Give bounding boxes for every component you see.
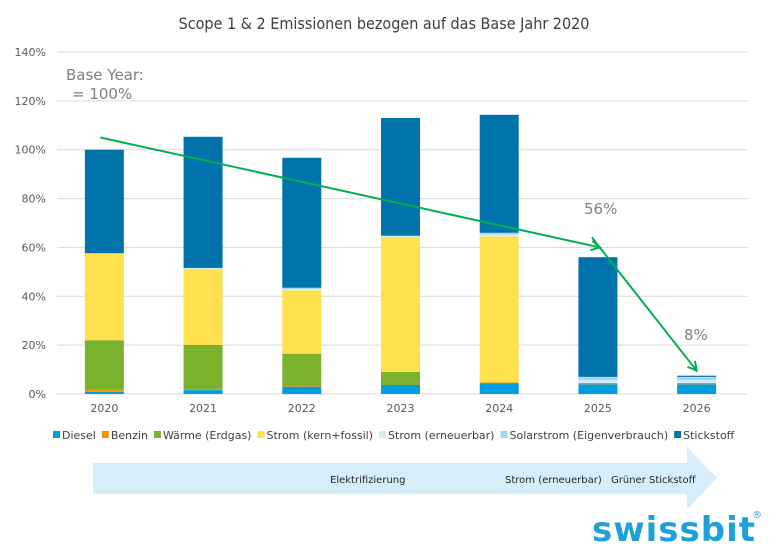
bar-segment-diesel-2022 <box>282 386 322 394</box>
bar-segment-strom-kern-fossil--2022 <box>282 290 322 354</box>
bar-segment-benzin-2024 <box>479 382 519 384</box>
chart-title: Scope 1 & 2 Emissionen bezogen auf das B… <box>179 14 590 33</box>
y-axis-ticks: 0% 20% 40% 60% 80% 100% 120% 140% <box>15 46 46 401</box>
bar-segment-diesel-2020 <box>84 391 124 394</box>
bar-segment-strom-erneuerbar--2025 <box>578 380 618 384</box>
base-year-annotation-line1: Base Year: <box>66 66 144 84</box>
bar-segment-stickstoff-2022 <box>282 157 322 288</box>
bar-segment-solarstrom-eigenverbrauch--2022 <box>282 287 322 289</box>
annotation-2026: 8% <box>684 326 708 344</box>
legend-swatch <box>500 431 508 438</box>
swissbit-logo: swissbit <box>592 510 756 550</box>
bar-segment-strom-erneuerbar--2024 <box>479 234 519 237</box>
x-tick-label: 2025 <box>584 402 612 415</box>
x-tick-label: 2026 <box>683 402 711 415</box>
y-tick-label: 0% <box>29 388 46 401</box>
bar-segment-diesel-2025 <box>578 384 618 394</box>
bar-segment-strom-kern-fossil--2020 <box>84 253 124 341</box>
legend-label: Strom (kern+fossil) <box>266 429 373 442</box>
legend-swatch <box>101 431 109 438</box>
x-tick-label: 2021 <box>189 402 217 415</box>
legend-label: Solarstrom (Eigenverbrauch) <box>509 429 668 442</box>
bar-segment-stickstoff-2023 <box>381 117 420 236</box>
bar-segment-solarstrom-eigenverbrauch--2026 <box>677 376 717 381</box>
legend-label: Benzin <box>111 429 148 442</box>
bar-segment-strom-kern-fossil--2023 <box>381 236 420 373</box>
x-tick-label: 2023 <box>387 402 415 415</box>
bar-segment-strom-erneuerbar--2023 <box>381 236 420 237</box>
bar-segment-solarstrom-eigenverbrauch--2025 <box>578 376 618 381</box>
legend-label: Strom (erneuerbar) <box>388 429 494 442</box>
bar-segment-stickstoff-2025 <box>578 257 618 377</box>
legend-swatch <box>379 431 387 438</box>
x-tick-label: 2022 <box>288 402 316 415</box>
bar-segment-strom-kern-fossil--2024 <box>479 236 519 383</box>
bar-segment-solarstrom-eigenverbrauch--2024 <box>479 232 519 235</box>
bar-segment-strom-erneuerbar--2022 <box>282 288 322 291</box>
legend-swatch <box>53 431 60 438</box>
bar-segment-benzin-2022 <box>282 385 322 387</box>
bar-segment-w-rme-erdgas--2023 <box>381 372 420 385</box>
y-tick-label: 140% <box>15 46 46 59</box>
trend-arrowhead-2 <box>687 360 698 373</box>
legend-swatch <box>257 431 265 438</box>
trend-segment-2 <box>591 236 698 372</box>
bar-segment-stickstoff-2020 <box>84 149 124 254</box>
bar-segment-strom-erneuerbar--2021 <box>183 267 223 269</box>
bar-segment-benzin-2025 <box>578 383 618 385</box>
legend-label: Stickstoff <box>683 429 735 442</box>
legend-label: Wärme (Erdgas) <box>163 429 252 442</box>
trend-segment-1 <box>100 136 601 249</box>
bar-segment-diesel-2021 <box>183 390 223 394</box>
bar-segment-w-rme-erdgas--2021 <box>183 344 223 390</box>
trend-arrow <box>100 136 698 373</box>
base-year-annotation-line2: = 100% <box>72 85 132 103</box>
y-tick-label: 80% <box>22 193 46 206</box>
y-tick-label: 120% <box>15 95 46 108</box>
legend: Diesel Benzin Wärme (Erdgas) Strom (kern+fo… <box>53 429 735 442</box>
y-tick-label: 60% <box>22 241 46 254</box>
bar-segment-stickstoff-2026 <box>677 375 717 377</box>
bar-segment-solarstrom-eigenverbrauch--2023 <box>381 235 420 237</box>
y-tick-label: 100% <box>15 144 46 157</box>
bar-segment-strom-erneuerbar--2020 <box>84 253 124 254</box>
bar-segment-benzin-2021 <box>183 389 223 391</box>
bars <box>84 114 717 394</box>
roadmap-arrow <box>93 447 717 509</box>
roadmap-label-elektrifizierung: Elektrifizierung <box>330 475 405 486</box>
roadmap-label-gruener-stickstoff: Grüner Stickstoff <box>611 475 697 486</box>
x-tick-label: 2024 <box>485 402 513 415</box>
bar-segment-benzin-2026 <box>677 383 717 385</box>
bar-segment-w-rme-erdgas--2020 <box>84 340 124 390</box>
roadmap-label-strom-erneuerbar: Strom (erneuerbar) <box>505 475 602 486</box>
bar-segment-diesel-2026 <box>677 384 717 394</box>
annotation-2025: 56% <box>584 200 617 218</box>
y-tick-label: 40% <box>22 290 46 303</box>
bar-segment-strom-erneuerbar--2026 <box>677 380 717 384</box>
x-axis-ticks: 2020 2021 2022 2023 2024 2025 2026 <box>90 402 710 415</box>
registered-mark: ® <box>752 510 762 521</box>
bar-segment-w-rme-erdgas--2022 <box>282 353 322 386</box>
bar-segment-diesel-2024 <box>479 383 519 394</box>
x-tick-label: 2020 <box>90 402 118 415</box>
y-tick-label: 20% <box>22 339 46 352</box>
legend-label: Diesel <box>62 429 96 442</box>
legend-swatch <box>153 431 161 438</box>
bar-segment-stickstoff-2021 <box>183 136 223 268</box>
legend-swatch <box>674 431 682 438</box>
bar-segment-benzin-2020 <box>84 389 124 392</box>
bar-segment-diesel-2023 <box>381 384 420 394</box>
bar-segment-stickstoff-2024 <box>479 114 519 233</box>
bar-segment-strom-kern-fossil--2021 <box>183 268 223 345</box>
